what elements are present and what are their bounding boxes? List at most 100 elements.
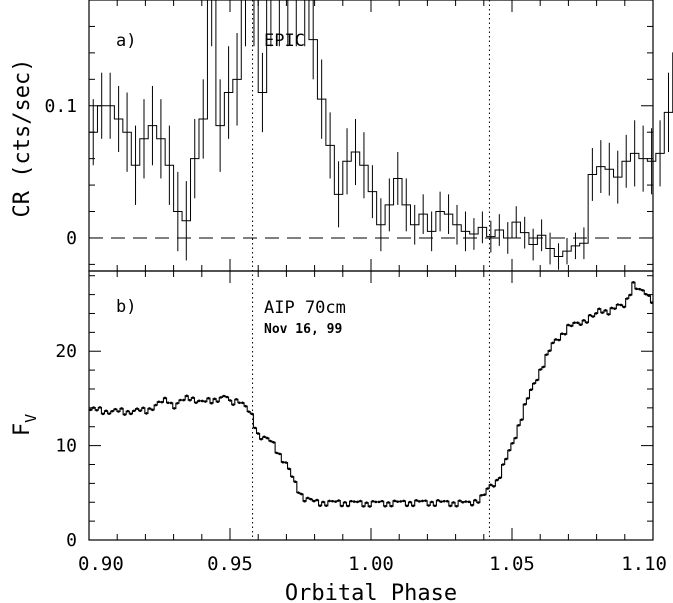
- data-point: [114, 407, 117, 411]
- data-point: [566, 323, 570, 327]
- data-point: [377, 500, 381, 504]
- data-point: [638, 287, 641, 291]
- data-point: [495, 478, 499, 482]
- data-point: [98, 406, 102, 409]
- data-point: [120, 407, 123, 410]
- data-point: [309, 497, 313, 501]
- data-point: [511, 441, 514, 445]
- data-point: [582, 318, 586, 322]
- data-point: [173, 407, 176, 410]
- data-point: [185, 394, 189, 398]
- data-point: [619, 303, 623, 307]
- data-point: [340, 504, 344, 508]
- optical-step-line: [89, 281, 653, 508]
- data-point: [145, 412, 148, 415]
- data-point: [169, 401, 173, 405]
- data-point: [650, 301, 654, 304]
- data-point: [467, 500, 471, 504]
- data-point: [501, 463, 505, 466]
- x-tick-label: 1.00: [348, 553, 394, 575]
- data-point: [89, 408, 92, 412]
- panel-a: 00.1 a) EPIC CR (cts/sec): [10, 0, 673, 272]
- data-point: [492, 485, 496, 488]
- data-point: [176, 401, 179, 405]
- data-point: [312, 499, 316, 503]
- data-point: [483, 493, 486, 497]
- data-point: [281, 460, 285, 464]
- data-point: [101, 412, 105, 416]
- data-point: [166, 401, 170, 405]
- data-point: [303, 499, 306, 503]
- data-point: [464, 500, 468, 503]
- y-tick-label: 0: [66, 228, 77, 249]
- data-point: [318, 504, 322, 507]
- data-point: [117, 410, 120, 413]
- x-tick-label: 1.05: [489, 553, 535, 575]
- data-point: [207, 396, 210, 400]
- panel-a-y-axis-label: CR (cts/sec): [10, 59, 35, 218]
- data-point: [334, 500, 337, 503]
- data-point: [104, 409, 108, 413]
- data-point: [579, 323, 582, 327]
- data-point: [163, 396, 167, 400]
- data-point: [588, 313, 592, 317]
- data-point: [489, 483, 493, 487]
- data-point: [290, 475, 294, 478]
- data-point: [526, 397, 530, 400]
- data-point: [504, 457, 508, 461]
- data-point: [194, 401, 198, 404]
- data-point: [343, 500, 347, 504]
- data-point: [576, 321, 579, 324]
- data-point: [414, 499, 418, 502]
- data-point: [610, 306, 613, 310]
- data-point: [191, 396, 195, 399]
- data-point: [452, 501, 455, 504]
- data-point: [411, 504, 415, 508]
- data-point: [442, 499, 446, 503]
- data-point: [613, 307, 617, 310]
- data-point: [241, 401, 244, 405]
- x-tick-label: 0.95: [207, 553, 253, 575]
- data-point: [244, 404, 247, 408]
- epic-histogram-line: [89, 0, 673, 257]
- data-point: [210, 401, 213, 405]
- data-point: [594, 312, 598, 315]
- data-point: [253, 426, 257, 430]
- data-point: [430, 500, 434, 504]
- data-point: [390, 504, 393, 508]
- data-point: [135, 407, 139, 410]
- epic-error-bars: [92, 0, 670, 270]
- data-point: [436, 498, 440, 502]
- data-point: [539, 368, 542, 371]
- data-point: [256, 432, 260, 435]
- data-point: [371, 500, 375, 503]
- data-point: [204, 400, 207, 403]
- panel-a-frame: [88, 0, 654, 272]
- data-point: [473, 498, 477, 502]
- data-point: [306, 496, 309, 500]
- data-point: [293, 480, 297, 484]
- y-tick-label: 0.1: [44, 96, 77, 117]
- data-point: [315, 498, 319, 502]
- data-point: [213, 397, 216, 401]
- data-point: [148, 407, 151, 410]
- panel-b-y-tick-labels: 0 10 20: [55, 341, 77, 551]
- data-point: [532, 382, 536, 385]
- data-point: [585, 321, 589, 324]
- data-point: [514, 436, 517, 440]
- y-tick-label: 10: [55, 436, 77, 457]
- data-point: [477, 501, 480, 504]
- data-point: [439, 500, 443, 503]
- data-point: [529, 388, 533, 391]
- data-point: [380, 499, 384, 503]
- panel-b-frame: [88, 270, 654, 541]
- data-point: [238, 401, 241, 405]
- data-point: [259, 437, 263, 441]
- data-point: [362, 505, 365, 508]
- data-point: [132, 409, 136, 413]
- eclipse-markers: [252, 0, 490, 540]
- data-point: [632, 281, 635, 284]
- data-point: [387, 501, 390, 504]
- data-point: [157, 400, 161, 404]
- data-point: [399, 500, 403, 503]
